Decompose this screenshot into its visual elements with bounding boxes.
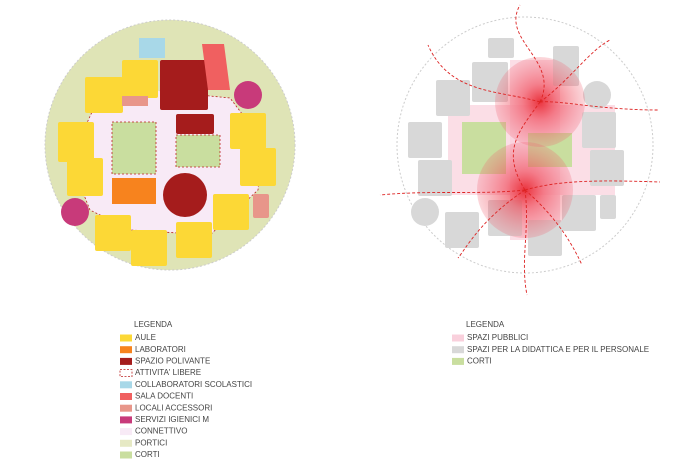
legend-label: SALA DOCENTI	[135, 392, 193, 401]
legend-label: SERVIZI IGIENICI M	[135, 415, 209, 424]
legend-label: SPAZI PER LA DIDATTICA E PER IL PERSONAL…	[467, 345, 649, 354]
legend-swatch	[452, 357, 464, 365]
legend-swatch	[120, 404, 132, 412]
legend-label: COLLABORATORI SCOLASTICI	[135, 380, 252, 389]
legend-label: AULE	[135, 333, 156, 342]
legend-swatch	[120, 393, 132, 400]
left-plan	[44, 19, 296, 271]
legend-swatch	[120, 357, 132, 365]
legend-label: LOCALI ACCESSORI	[135, 403, 212, 412]
legend-swatch	[120, 346, 132, 354]
legend-swatch	[120, 428, 132, 436]
legend-label: ATTIVITA' LIBERE	[135, 368, 201, 377]
legends: LEGENDA AULE LABORATORI SPAZIO POLIVANTE ATT…	[119, 320, 649, 459]
legend-swatch	[120, 416, 132, 424]
legend-label: LABORATORI	[135, 345, 186, 354]
legend-swatch	[119, 369, 133, 378]
legend-swatch	[120, 451, 132, 459]
right-plan	[379, 4, 661, 296]
legend-label: CORTI	[467, 357, 492, 366]
legend-label: CORTI	[135, 450, 160, 459]
legend-title: LEGENDA	[134, 320, 173, 329]
legend-swatch	[120, 381, 132, 389]
legend-label: PORTICI	[135, 438, 167, 447]
legend-label: SPAZIO POLIVANTE	[135, 357, 210, 366]
legend-swatch	[452, 334, 464, 342]
legend-label: CONNETTIVO	[135, 427, 187, 436]
legend-swatch	[452, 346, 464, 354]
legend-title: LEGENDA	[466, 320, 505, 329]
legend-swatch	[120, 439, 132, 447]
legend-label: SPAZI PUBBLICI	[467, 333, 528, 342]
legend-swatch	[120, 334, 132, 342]
